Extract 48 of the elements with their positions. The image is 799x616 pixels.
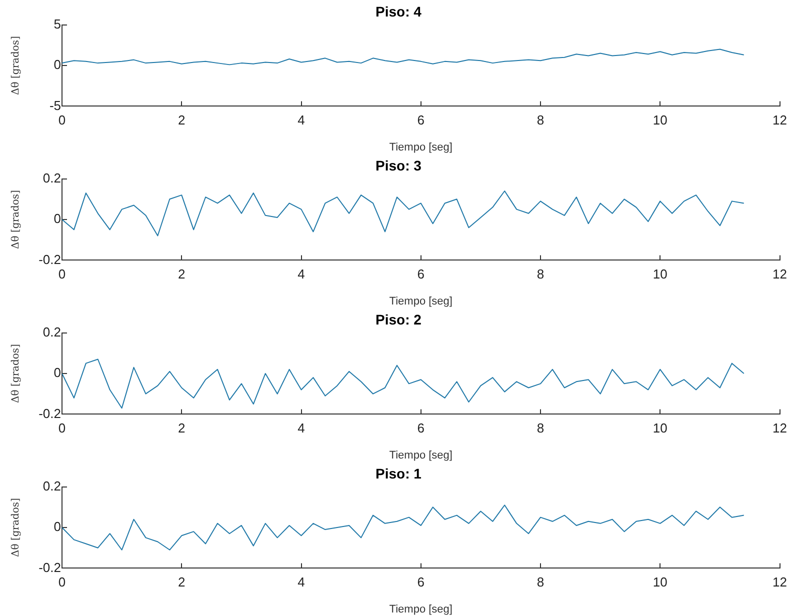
x-tick-label: 4 xyxy=(298,112,305,128)
x-tick-label: 12 xyxy=(772,574,788,590)
y-tick-label: -5 xyxy=(49,98,61,113)
chart-title: Piso: 2 xyxy=(376,311,422,328)
y-tick-label: 0.2 xyxy=(42,324,61,340)
y-tick-label: 5 xyxy=(54,16,61,32)
x-tick-label: 2 xyxy=(178,420,186,436)
x-tick-label: 8 xyxy=(536,420,544,436)
y-tick-label: 0.2 xyxy=(42,478,61,494)
y-axis-title: Δθ [grados] xyxy=(10,36,22,95)
x-tick-label: 8 xyxy=(536,112,544,128)
x-tick-label: 12 xyxy=(772,420,788,436)
y-tick-label: 0 xyxy=(54,57,61,72)
x-axis-title: Tiempo [seg] xyxy=(389,603,452,616)
x-tick-label: 12 xyxy=(772,112,788,128)
x-tick-label: 8 xyxy=(536,266,544,282)
y-tick-label: 0 xyxy=(54,211,61,226)
x-axis-title: Tiempo [seg] xyxy=(389,295,452,308)
x-tick-label: 4 xyxy=(298,266,305,282)
x-tick-label: 10 xyxy=(652,420,668,436)
y-tick-label: -0.2 xyxy=(38,252,61,267)
x-tick-label: 6 xyxy=(417,266,424,282)
x-tick-label: 2 xyxy=(178,574,186,590)
x-tick-label: 2 xyxy=(178,266,186,282)
x-tick-label: 6 xyxy=(417,420,424,436)
y-tick-label: 0.2 xyxy=(42,170,61,186)
y-tick-label: -0.2 xyxy=(38,406,61,421)
y-axis-title: Δθ [grados] xyxy=(10,344,22,403)
y-axis-title: Δθ [grados] xyxy=(10,190,22,249)
y-tick-label: -0.2 xyxy=(38,560,61,575)
x-tick-label: 4 xyxy=(298,574,305,590)
x-axis-title: Tiempo [seg] xyxy=(389,449,452,462)
chart-title: Piso: 4 xyxy=(376,3,422,20)
x-tick-label: 4 xyxy=(298,420,305,436)
x-tick-label: 10 xyxy=(652,266,668,282)
x-tick-label: 12 xyxy=(772,266,788,282)
x-axis-title: Tiempo [seg] xyxy=(389,141,452,154)
y-axis-title: Δθ [grados] xyxy=(10,498,22,557)
x-tick-label: 6 xyxy=(417,574,424,590)
x-tick-label: 8 xyxy=(536,574,544,590)
x-tick-label: 10 xyxy=(652,112,668,128)
chart-title: Piso: 1 xyxy=(376,465,422,482)
y-tick-label: 0 xyxy=(54,519,61,534)
x-tick-label: 6 xyxy=(417,112,424,128)
x-tick-label: 2 xyxy=(178,112,186,128)
y-tick-label: 0 xyxy=(54,365,61,380)
x-tick-label: 10 xyxy=(652,574,668,590)
chart-title: Piso: 3 xyxy=(376,157,422,174)
